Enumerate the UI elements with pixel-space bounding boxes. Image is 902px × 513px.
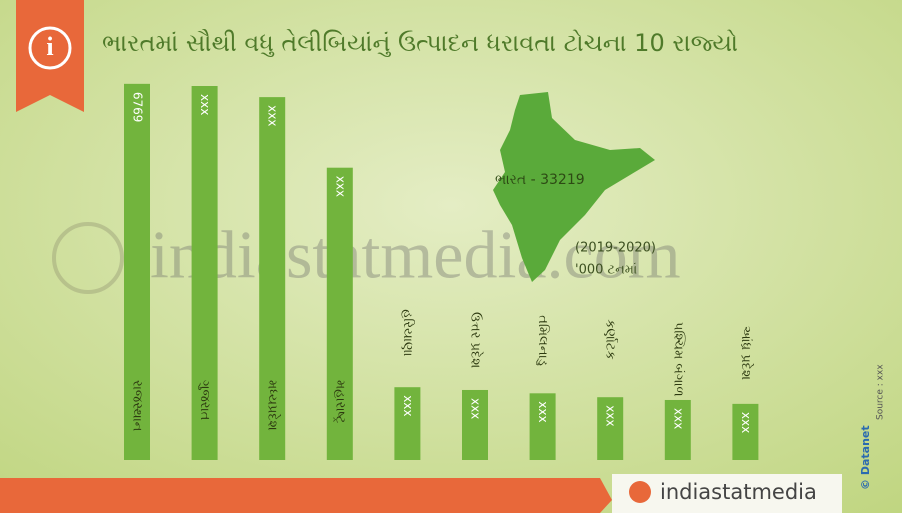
value-label: xxx — [604, 405, 618, 426]
credit: © Datanet — [859, 425, 872, 490]
bar — [664, 399, 691, 460]
bar — [191, 86, 218, 461]
india-map — [493, 92, 655, 282]
x-tick-label: તમિલનાડુ — [535, 315, 551, 366]
watermark-group: indiastatmedia.com — [52, 217, 681, 294]
x-tick-label: હરિયાણા — [400, 309, 416, 356]
bar — [259, 97, 286, 461]
x-tick-label: મહારાષ્ટ્ર — [332, 380, 347, 424]
value-label: xxx — [333, 176, 347, 197]
bar — [394, 387, 421, 460]
watermark: indiastatmedia.com — [150, 217, 681, 293]
value-label: xxx — [739, 412, 753, 433]
value-label: xxx — [198, 94, 212, 115]
value-label: xxx — [401, 395, 415, 416]
unit: '000 ટનમાં — [575, 263, 637, 278]
source: Source : xxx — [876, 364, 886, 420]
value-label: 6769 — [131, 92, 145, 123]
bar — [326, 167, 353, 461]
x-tick-label: ગુજરાત — [197, 380, 212, 421]
x-tick-label: રાજસ્થાન — [130, 380, 145, 432]
bar — [462, 389, 488, 460]
bar — [597, 397, 624, 460]
x-tick-label: આંધ્ર પ્રદેશ — [738, 326, 755, 380]
watermark-logo — [52, 222, 124, 294]
info-icon — [28, 26, 72, 70]
x-tick-label: કર્ણાટક — [603, 319, 619, 359]
info-ribbon — [16, 0, 84, 112]
footer-band — [0, 478, 612, 513]
chart-title: ભારતમાં સૌથી વધુ તેલીબિયાંનું ઉત્પાદન ધર… — [102, 29, 738, 57]
value-label: xxx — [536, 401, 550, 422]
brand: indiastatmedia — [660, 480, 817, 504]
bar — [124, 83, 150, 460]
value-label: xxx — [469, 398, 483, 419]
info-i: i — [46, 32, 53, 61]
x-tick-label: પશ્ચિમ બંગાળ — [670, 322, 686, 397]
x-tick-label: ઉત્તર પ્રદેશ — [468, 312, 485, 368]
value-label: xxx — [266, 105, 280, 126]
x-tick-label: મધ્યપ્રદેશ — [265, 380, 282, 431]
bar — [732, 403, 759, 460]
total-label: ભારત - 33219 — [495, 172, 585, 188]
value-label: xxx — [671, 408, 685, 429]
footer-logo — [629, 481, 651, 503]
period: (2019-2020) — [575, 241, 656, 256]
bar — [529, 393, 556, 460]
